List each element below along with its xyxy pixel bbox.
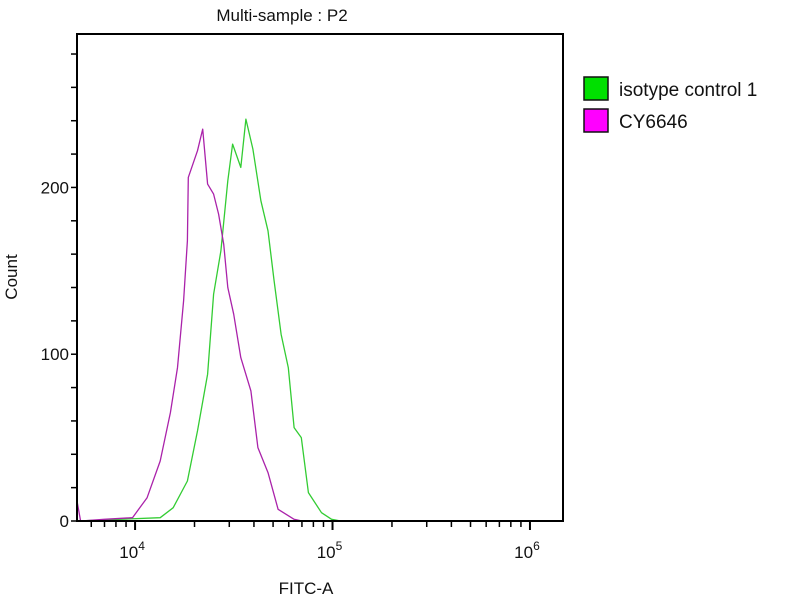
- series-line-cy6646: [76, 128, 563, 522]
- y-axis-label: Count: [2, 254, 21, 300]
- legend-label: CY6646: [619, 112, 688, 133]
- x-tick-label: 106: [514, 539, 540, 562]
- x-tick-label: 105: [317, 539, 343, 562]
- x-axis-label: FITC-A: [279, 579, 334, 598]
- legend-label: isotype control 1: [619, 80, 757, 101]
- chart-title: Multi-sample : P2: [216, 6, 347, 25]
- y-tick-label: 200: [41, 178, 69, 197]
- legend-swatch: [583, 108, 609, 133]
- x-tick-label: 104: [119, 539, 145, 562]
- legend: isotype control 1 CY6646: [583, 76, 757, 133]
- series-line-isotype-control: [76, 118, 563, 522]
- y-tick-label: 0: [60, 512, 69, 531]
- legend-swatch: [583, 76, 609, 101]
- y-tick-label: 100: [41, 345, 69, 364]
- plot-frame: [76, 33, 564, 522]
